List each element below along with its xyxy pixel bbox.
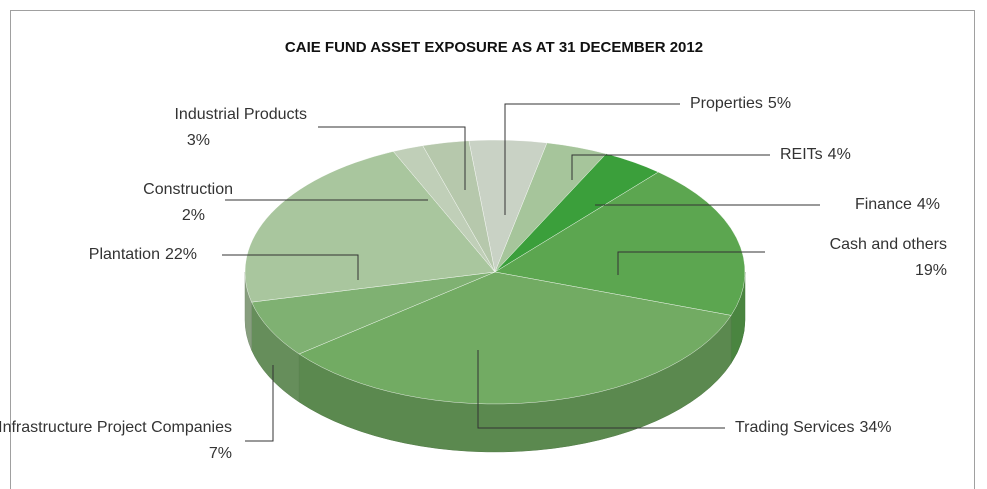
leader-line	[222, 254, 359, 280]
leader-line	[504, 103, 680, 215]
slice	[422, 140, 496, 273]
chart-title: CAIE FUND ASSET EXPOSURE AS AT 31 DECEMB…	[285, 39, 703, 56]
labels: Properties 5% REITs 4% Finance 4% Cash and oth…	[0, 95, 947, 462]
slice-label: Finance 4%	[855, 196, 940, 213]
slice-value-label: 7%	[209, 445, 232, 462]
slice	[298, 271, 732, 405]
slice-label: Infrastructure Project Companies	[0, 419, 232, 436]
slice-value-label: 4%	[828, 146, 851, 163]
slice-value-label: 22%	[165, 246, 197, 263]
slice-value-label: 19%	[915, 262, 947, 279]
slice-value-label: 34%	[859, 419, 891, 436]
leader-line	[245, 365, 274, 442]
slice	[251, 271, 496, 355]
pie-sides	[244, 271, 746, 453]
slice-label: Construction	[143, 181, 233, 198]
leader-line	[617, 251, 765, 275]
slice-label: Industrial Products	[174, 106, 307, 123]
slice-label: Cash and others	[830, 236, 947, 253]
slice-category: Plantation	[89, 246, 160, 263]
leader-line	[571, 154, 770, 180]
pie-tops	[244, 139, 746, 405]
slice-value-label: 4%	[917, 196, 940, 213]
slice-value-label: 5%	[768, 95, 791, 112]
slice-label: Trading Services 34%	[735, 419, 891, 436]
slice-label: REITs 4%	[780, 146, 851, 163]
slice-value-label: 3%	[187, 132, 210, 149]
slice	[494, 171, 746, 316]
slice-value-label: 2%	[182, 207, 205, 224]
slice-label: Plantation 22%	[89, 246, 197, 263]
slice-category: REITs	[780, 146, 823, 163]
slice-category: Finance	[855, 196, 912, 213]
slice-category: Properties	[690, 95, 763, 112]
leader-line	[477, 350, 725, 429]
slice	[244, 151, 496, 303]
slice-category: Trading Services	[735, 419, 854, 436]
slice-label: Properties 5%	[690, 95, 791, 112]
leader-line	[318, 126, 466, 190]
